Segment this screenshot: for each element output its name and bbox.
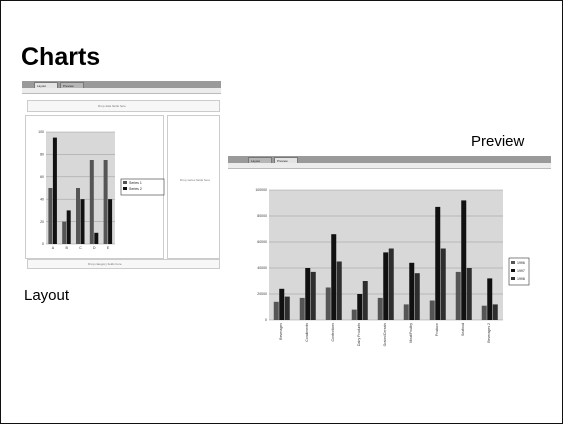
layout-x-tick-label: A [52, 246, 55, 250]
layout-y-tick-label: 80 [40, 153, 44, 157]
layout-x-tick-label: D [93, 246, 96, 250]
layout-drop-series-area[interactable]: Drop series fields here [167, 115, 220, 259]
layout-x-tick-label: E [107, 246, 110, 250]
preview-x-tick-label: Confections [331, 323, 335, 342]
preview-y-tick-label: 20000 [257, 292, 267, 296]
legend-swatch-series-1 [123, 181, 127, 184]
layout-y-tick-label: 100 [38, 130, 44, 134]
preview-y-tick-label: 60000 [257, 240, 267, 244]
layout-bar [89, 160, 94, 244]
layout-bar [94, 232, 99, 244]
preview-bar [403, 304, 409, 320]
preview-bar [440, 248, 446, 320]
preview-bar [310, 271, 316, 320]
preview-bar [429, 300, 435, 320]
legend-label-series-1: Series 1 [129, 181, 142, 185]
preview-legend: 1996 1997 1998 [508, 257, 530, 286]
legend-label-1997: 1997 [517, 269, 525, 273]
preview-y-tick-label: 40000 [257, 266, 267, 270]
slide-title: Charts [21, 43, 101, 71]
drop-series-text: Drop series fields here [179, 178, 210, 182]
layout-drop-data-area[interactable]: Drop data fields here [27, 100, 220, 112]
legend-label-series-2: Series 2 [129, 187, 142, 191]
preview-x-tick-label: Grains/Cereals [383, 323, 387, 347]
layout-bar-chart: 0 20 40 60 80 100 A B C D E Series 1 Series 2 [38, 130, 165, 250]
preview-x-tick-label: Dairy Products [357, 323, 361, 346]
preview-bar [487, 278, 493, 320]
preview-caption: Preview [471, 133, 525, 150]
preview-bar [377, 297, 383, 320]
preview-bar [362, 281, 368, 320]
preview-y-tick-label: 0 [265, 318, 267, 322]
preview-bar [414, 273, 420, 320]
preview-chart-area: 0 20000 40000 60000 80000 100000 Beverages Con… [232, 172, 550, 364]
preview-x-tick-label: Meat/Poultry [409, 323, 413, 343]
preview-x-tick-label: Seafood [461, 323, 465, 336]
preview-tab-bar: Layout Preview [228, 156, 551, 163]
legend-swatch-series-2 [123, 187, 127, 190]
preview-bar [273, 301, 279, 320]
preview-tab-layout[interactable]: Layout [248, 157, 272, 163]
layout-y-tick-label: 60 [40, 175, 44, 179]
layout-tab-preview[interactable]: Preview [60, 82, 84, 88]
preview-bar [388, 248, 394, 320]
preview-bar [409, 262, 415, 320]
layout-bar [76, 188, 80, 244]
preview-bar [435, 206, 441, 320]
layout-bar [103, 160, 108, 244]
legend-swatch-1996 [511, 261, 515, 264]
preview-bar [284, 296, 290, 320]
preview-bar-chart: 0 20000 40000 60000 80000 100000 Beverages Con… [255, 188, 530, 347]
preview-x-tick-label: Beverages 2 [487, 323, 491, 343]
layout-bar [108, 199, 113, 244]
preview-bar [351, 309, 357, 320]
preview-bar [461, 200, 467, 320]
preview-tab-preview[interactable]: Preview [274, 157, 298, 163]
legend-label-1998: 1998 [517, 277, 525, 281]
preview-x-tick-label: Produce [435, 323, 439, 336]
preview-screenshot: Layout Preview 0 20000 40000 60000 80000 1000… [228, 156, 551, 367]
preview-x-tick-label: Beverages [279, 323, 283, 340]
layout-bar [66, 210, 71, 244]
preview-bar [383, 252, 389, 320]
preview-bar [336, 261, 342, 320]
preview-bar [299, 297, 305, 320]
preview-x-tick-label: Condiments [305, 323, 309, 342]
layout-drop-category-area[interactable]: Drop category fields here [27, 259, 220, 269]
preview-toolbar [228, 163, 551, 169]
preview-bar [466, 268, 472, 320]
legend-swatch-1997 [511, 269, 515, 272]
layout-toolbar [22, 88, 221, 94]
layout-legend: Series 1 Series 2 [120, 178, 165, 196]
layout-bar [48, 188, 53, 244]
preview-bar [357, 294, 363, 320]
drop-data-text: Drop data fields here [98, 104, 126, 108]
layout-caption: Layout [24, 287, 70, 304]
layout-bar [80, 199, 85, 244]
preview-bar [492, 304, 498, 320]
layout-bar [52, 137, 57, 244]
drop-category-text: Drop category fields here [88, 262, 122, 266]
legend-label-1996: 1996 [517, 261, 525, 265]
layout-tab-layout[interactable]: Layout [34, 82, 58, 88]
preview-bar [305, 268, 311, 320]
layout-bar [62, 221, 67, 244]
layout-y-tick-label: 40 [40, 197, 44, 201]
layout-y-tick-label: 0 [42, 242, 44, 246]
legend-swatch-1998 [511, 277, 515, 280]
preview-y-tick-label: 100000 [255, 188, 267, 192]
layout-chart-area[interactable]: 0 20 40 60 80 100 A B C D E Series 1 Series 2 [25, 115, 165, 259]
layout-x-tick-label: B [66, 246, 69, 250]
preview-bar [331, 234, 337, 320]
preview-bar [481, 305, 487, 320]
layout-screenshot: Layout Preview Drop data fields here 0 20… [22, 81, 221, 270]
layout-tab-bar: Layout Preview [22, 81, 221, 88]
layout-y-tick-label: 20 [40, 220, 44, 224]
preview-y-tick-label: 80000 [257, 214, 267, 218]
layout-x-tick-label: C [79, 246, 82, 250]
preview-bar [455, 271, 461, 320]
preview-bar [279, 288, 285, 320]
preview-bar [325, 287, 331, 320]
